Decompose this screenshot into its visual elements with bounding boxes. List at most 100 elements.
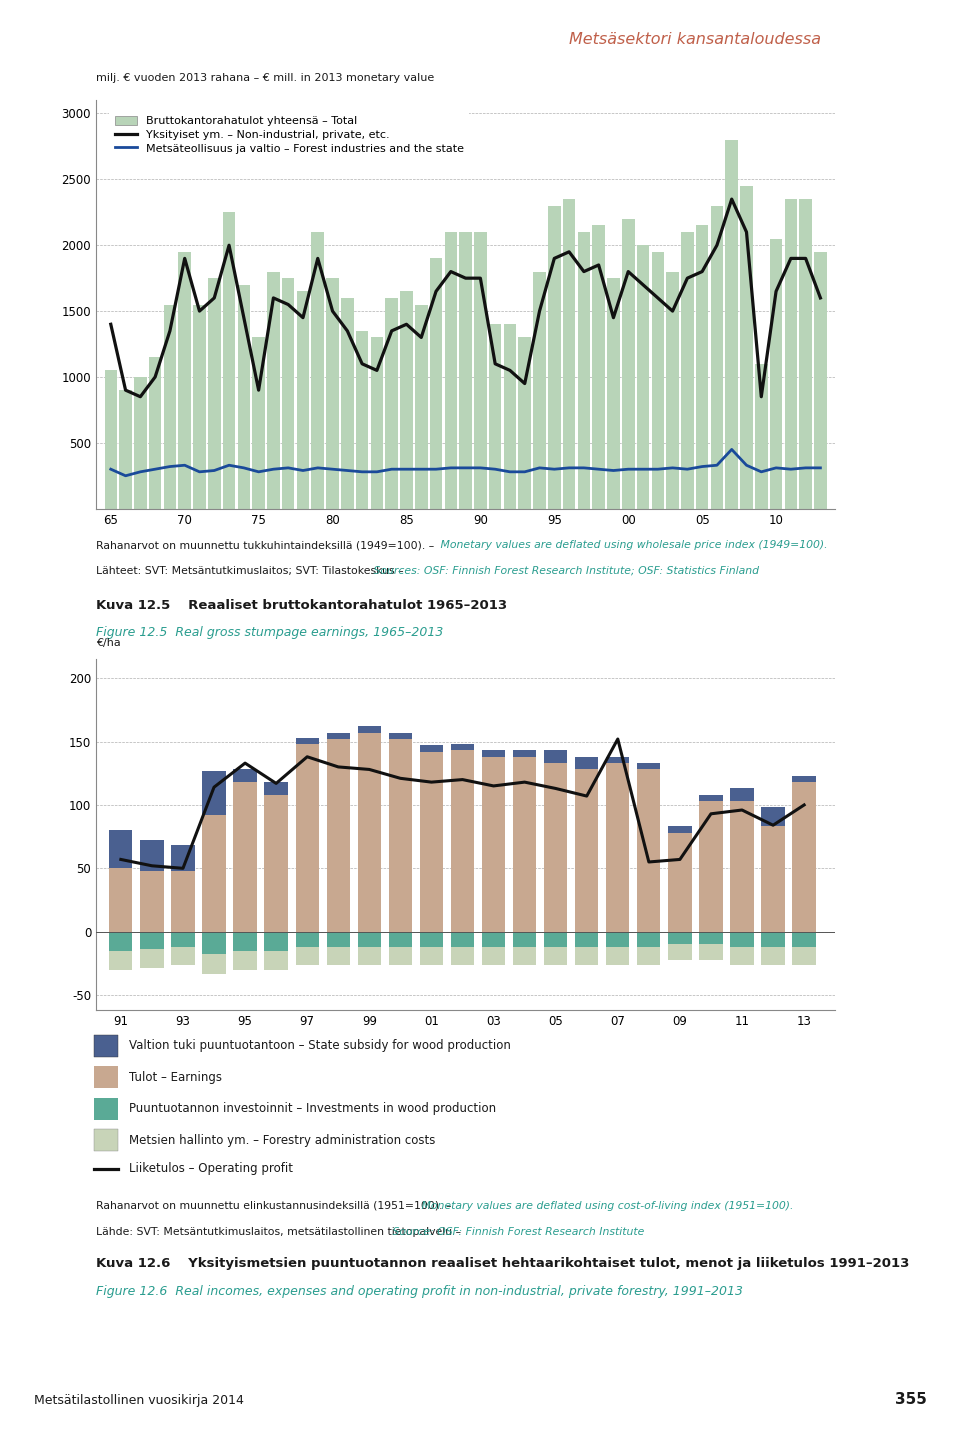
Bar	[140, 840, 163, 871]
Bar	[444, 232, 457, 509]
Bar	[784, 199, 797, 509]
Bar	[800, 199, 812, 509]
Text: Lähteet: SVT: Metsäntutkimuslaitos; SVT: Tilastokeskus –: Lähteet: SVT: Metsäntutkimuslaitos; SVT:…	[96, 566, 403, 576]
Text: €/ha: €/ha	[96, 638, 121, 648]
Bar	[606, 764, 630, 931]
Text: milj. € vuoden 2013 rahana – € mill. in 2013 monetary value: milj. € vuoden 2013 rahana – € mill. in …	[96, 73, 434, 83]
Bar	[544, 764, 567, 931]
Bar	[420, 752, 444, 931]
Text: Monetary values are deflated using cost-of-living index (1951=100).: Monetary values are deflated using cost-…	[418, 1201, 793, 1211]
Bar	[793, 931, 816, 947]
Bar	[451, 744, 474, 751]
Bar	[94, 1098, 118, 1121]
Bar	[223, 212, 235, 509]
Bar	[637, 764, 660, 770]
Bar	[793, 947, 816, 964]
Bar	[731, 801, 754, 931]
Text: Source: OSF: Finnish Forest Research Institute: Source: OSF: Finnish Forest Research Ins…	[389, 1227, 644, 1237]
Bar	[356, 331, 369, 509]
Bar	[171, 947, 195, 964]
Legend: Bruttokantorahatulot yhteensä – Total, Yksityiset ym. – Non-industrial, private,: Bruttokantorahatulot yhteensä – Total, Y…	[108, 110, 469, 159]
Bar	[134, 377, 147, 509]
Bar	[699, 944, 723, 960]
Bar	[740, 186, 753, 509]
Bar	[814, 252, 827, 509]
Bar	[371, 337, 383, 509]
Bar	[296, 931, 319, 947]
Bar	[575, 947, 598, 964]
Bar	[208, 278, 221, 509]
Bar	[451, 931, 474, 947]
Bar	[179, 252, 191, 509]
Bar	[544, 931, 567, 947]
Text: Kuva 12.5  Reaaliset bruttokantorahatulot 1965–2013: Kuva 12.5 Reaaliset bruttokantorahatulot…	[96, 599, 507, 612]
Bar	[544, 947, 567, 964]
Bar	[326, 278, 339, 509]
Bar	[203, 931, 226, 954]
Bar	[770, 239, 782, 509]
Bar	[297, 291, 309, 509]
Bar	[652, 252, 664, 509]
Bar	[282, 278, 295, 509]
Text: Monetary values are deflated using wholesale price index (1949=100).: Monetary values are deflated using whole…	[437, 540, 828, 550]
Bar	[140, 931, 163, 950]
Text: Tulot – Earnings: Tulot – Earnings	[129, 1070, 222, 1083]
Bar	[637, 931, 660, 947]
Bar	[666, 272, 679, 509]
Bar	[203, 954, 226, 973]
Bar	[358, 947, 381, 964]
Text: Metsäsektori kansantaloudessa: Metsäsektori kansantaloudessa	[568, 32, 821, 47]
Bar	[544, 751, 567, 764]
Bar	[389, 947, 412, 964]
Text: Rahanarvot on muunnettu tukkuhintaindeksillä (1949=100). –: Rahanarvot on muunnettu tukkuhintaindeks…	[96, 540, 434, 550]
Bar	[109, 868, 132, 931]
Bar	[358, 732, 381, 931]
Text: 355: 355	[895, 1393, 926, 1407]
Bar	[793, 775, 816, 782]
Bar	[389, 732, 412, 739]
Text: Rahanarvot on muunnettu elinkustannusindeksillä (1951=100). –: Rahanarvot on muunnettu elinkustannusind…	[96, 1201, 451, 1211]
Bar	[533, 272, 546, 509]
Bar	[606, 947, 630, 964]
Bar	[94, 1129, 118, 1152]
Bar	[163, 305, 177, 509]
Bar	[326, 947, 349, 964]
Bar	[563, 199, 575, 509]
Bar	[731, 931, 754, 947]
Bar	[575, 931, 598, 947]
Bar	[326, 739, 349, 931]
Bar	[489, 324, 501, 509]
Text: Kuva 12.6  Yksityismetsien puuntuotannon reaaliset hehtaarikohtaiset tulot, meno: Kuva 12.6 Yksityismetsien puuntuotannon …	[96, 1257, 909, 1270]
Bar	[203, 771, 226, 815]
Bar	[326, 931, 349, 947]
Bar	[326, 732, 349, 739]
Bar	[267, 272, 279, 509]
Bar	[311, 232, 324, 509]
Bar	[358, 727, 381, 732]
Bar	[389, 739, 412, 931]
Bar	[622, 219, 635, 509]
Bar	[203, 815, 226, 931]
Bar	[420, 745, 444, 752]
Bar	[451, 947, 474, 964]
Bar	[504, 324, 516, 509]
Bar	[637, 770, 660, 931]
Bar	[451, 751, 474, 931]
Bar	[171, 871, 195, 931]
Bar	[430, 258, 443, 509]
Bar	[513, 751, 537, 757]
Text: Liiketulos – Operating profit: Liiketulos – Operating profit	[129, 1162, 293, 1175]
Text: Metsätilastollinen vuosikirja 2014: Metsätilastollinen vuosikirja 2014	[34, 1394, 244, 1407]
Bar	[400, 291, 413, 509]
Bar	[385, 298, 398, 509]
Bar	[668, 833, 691, 931]
Text: Lähde: SVT: Metsäntutkimuslaitos, metsätilastollinen tietopalvelu –: Lähde: SVT: Metsäntutkimuslaitos, metsät…	[96, 1227, 461, 1237]
Bar	[482, 757, 505, 931]
Bar	[265, 931, 288, 950]
Bar	[119, 390, 132, 509]
Bar	[575, 770, 598, 931]
Text: Figure 12.6  Real incomes, expenses and operating profit in non-industrial, priv: Figure 12.6 Real incomes, expenses and o…	[96, 1285, 743, 1298]
Bar	[793, 782, 816, 931]
Bar	[681, 232, 694, 509]
Bar	[265, 950, 288, 970]
